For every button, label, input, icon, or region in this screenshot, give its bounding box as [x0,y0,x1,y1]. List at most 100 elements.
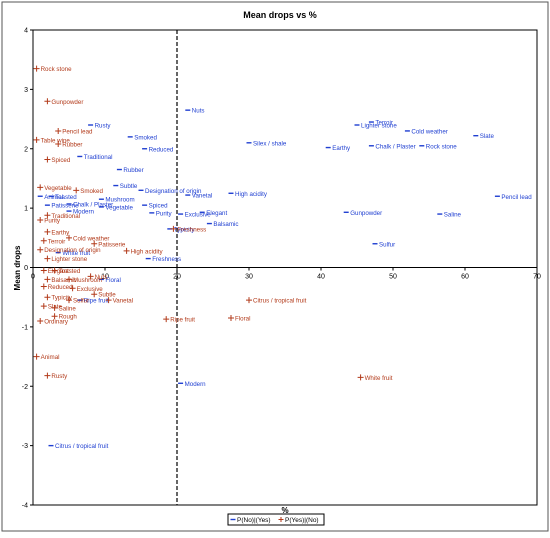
point-label: Earthy [332,145,351,152]
point-label: Rock stone [426,143,458,150]
point-label: Exclusive [77,286,104,293]
data-point [51,304,58,311]
data-point [33,65,40,72]
legend-box [227,513,325,526]
point-label: Exclusive [185,212,212,219]
point-label: Nuts [95,274,108,281]
data-point [87,273,94,280]
data-point [51,313,58,320]
data-point [44,212,51,219]
point-label: Vanetal [192,193,213,200]
point-label: White fruit [62,250,90,257]
data-point [44,255,51,262]
data-point [44,294,51,301]
point-label: Elegant [206,210,227,217]
point-label: Reduced [48,284,73,291]
point-label: Balsamic [213,221,238,228]
data-point [69,285,76,292]
data-point [228,314,234,321]
point-label: Traditional [84,154,113,161]
series-no-yes: Terroir Nuts Rusty Lighter stone Cold weathe… [37,108,532,450]
data-point [33,353,40,360]
data-point [44,156,51,163]
y-tick-label: -1 [22,324,28,331]
point-label: Floral [105,277,120,284]
point-label: Ordinary [44,318,69,325]
point-label: Modern [185,381,207,388]
point-label: Nuts [192,108,205,115]
point-label: Chalk / Plaster [73,201,113,208]
point-label: Pencil lead [62,128,93,135]
data-point [357,374,364,381]
point-label: Subtle [120,183,138,190]
point-label: Rubber [62,142,82,149]
point-label: Sulfur [379,241,395,248]
data-point [44,276,51,283]
point-label: Spiced [149,203,168,210]
data-point [66,234,72,241]
point-label: Purity [156,210,173,217]
point-label: Earthy [51,229,70,236]
point-label: Traditional [51,213,80,220]
y-axis-label: Mean drops [13,245,22,290]
point-label: Reduced [149,146,174,153]
point-label: Vanetal [113,298,134,305]
point-label: Pencil lead [501,194,532,201]
point-label: Designation of origin [44,247,101,254]
point-label: Elegant [48,268,69,275]
y-tick-label: 0 [24,265,28,272]
point-label: Rusty [51,373,68,380]
point-label: Cold weather [411,128,447,135]
data-point [246,297,252,304]
y-tick-label: 1 [24,206,28,213]
data-point [55,141,62,147]
data-point [44,372,51,379]
point-label: Lighter stone [51,256,87,263]
point-label: Balsamic [51,277,76,284]
point-label: High acidity [235,191,268,198]
point-label: Animal [44,194,63,201]
point-label: Freshness [177,226,206,233]
x-tick-label: 30 [245,274,253,281]
data-point [55,127,62,134]
point-label: Citrus / tropical fruit [55,443,109,450]
point-label: Freshness [152,256,181,263]
point-label: Slate [480,133,495,140]
point-label: Terroir [48,238,66,245]
data-point [44,228,51,235]
data-marks: Terroir Nuts Rusty Lighter stone Cold weathe… [33,65,532,450]
y-tick-label: 4 [24,28,28,35]
point-label: White fruit [365,375,393,382]
data-point [37,217,44,223]
point-label: Floral [235,315,250,322]
data-point [44,98,51,105]
point-label: Rubber [123,167,143,174]
x-axis-label: % [281,506,288,515]
data-point [37,184,44,191]
data-point [37,317,44,324]
y-tick-label: 2 [24,146,28,153]
point-label: Rock stone [41,66,73,73]
series-yes-no: Rock stone Gunpowder Pencil lead Table wine… [33,65,393,382]
data-point [91,291,98,298]
point-label: Animal [41,354,60,361]
point-label: Lighter stone [361,123,397,130]
point-label: Mushroom [73,277,102,284]
data-point [91,240,98,247]
point-label: Chalk / Plaster [375,143,415,150]
data-point [40,267,47,274]
y-tick-label: -4 [22,503,28,510]
y-tick-label: -3 [22,443,28,450]
data-point [170,225,177,232]
point-label: Mushroom [105,197,134,204]
point-label: Spiced [51,157,70,164]
legend-label: P(Yes)|(No) [285,517,319,524]
point-label: Rough [59,314,78,321]
point-label: Designation of origin [145,188,202,195]
point-label: Smoked [80,188,103,195]
data-point [33,136,40,143]
point-label: Gunpowder [51,99,83,106]
point-label: Toasted [59,268,81,275]
point-label: Citrus / tropical fruit [253,298,307,305]
